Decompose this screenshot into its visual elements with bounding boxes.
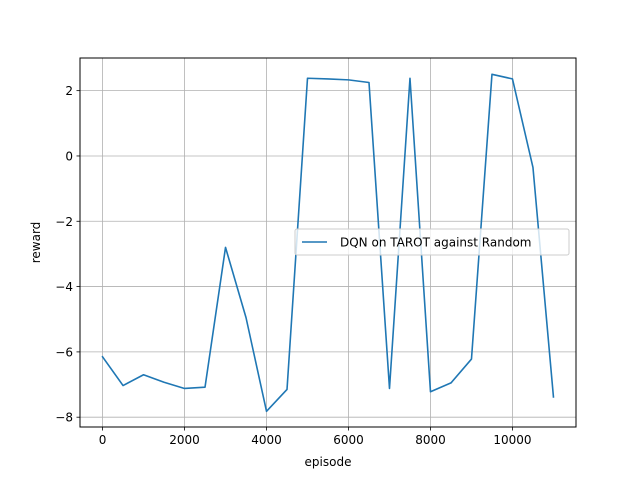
- x-tick-label: 2000: [169, 433, 200, 447]
- legend: DQN on TAROT against Random: [294, 228, 570, 256]
- y-axis-ticks: −8 −6 −4 −2 0 2: [55, 84, 80, 425]
- y-tick-label: 0: [65, 149, 73, 163]
- y-tick-label: −4: [55, 280, 73, 294]
- x-tick-label: 4000: [251, 433, 282, 447]
- y-tick-label: −8: [55, 411, 73, 425]
- x-axis-ticks: 0 2000 4000 6000 8000 10000: [99, 427, 532, 447]
- legend-box: [294, 228, 570, 256]
- x-axis-label: episode: [305, 455, 352, 469]
- series-group: [101, 73, 555, 413]
- series-line: [101, 73, 555, 413]
- y-tick-label: −2: [55, 215, 73, 229]
- x-tick-label: 8000: [415, 433, 446, 447]
- grid-lines: [80, 58, 576, 427]
- y-axis-label: reward: [29, 222, 43, 264]
- x-tick-label: 6000: [333, 433, 364, 447]
- plot-frame: [79, 57, 577, 428]
- x-tick-label: 10000: [493, 433, 531, 447]
- y-tick-label: 2: [65, 84, 73, 98]
- y-tick-label: −6: [55, 345, 73, 359]
- x-tick-label: 0: [99, 433, 107, 447]
- legend-entry-label: DQN on TAROT against Random: [340, 236, 532, 250]
